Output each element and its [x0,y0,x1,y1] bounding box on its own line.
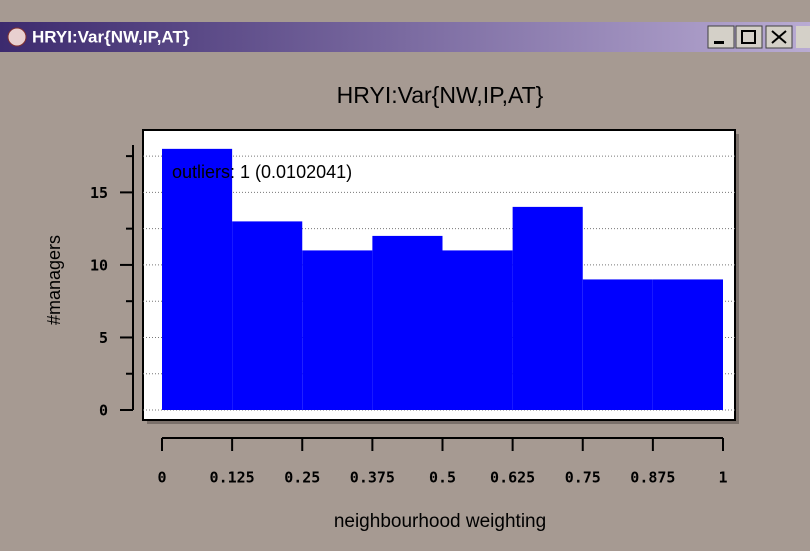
minimize-button[interactable] [707,25,735,49]
chart-title: HRYI:Var{NW,IP,AT} [337,82,544,108]
bar [652,279,723,410]
title-bar [0,22,810,52]
bar [372,235,443,410]
x-tick-label: 0.125 [210,469,255,487]
bar [582,279,653,410]
maximize-button[interactable] [735,25,763,49]
bar [302,250,373,410]
x-tick-label: 0.375 [350,469,395,487]
bar [232,221,303,410]
y-tick-label: 5 [99,329,108,347]
bar [442,250,513,410]
bar [162,148,233,410]
app-icon [7,27,27,47]
x-tick-label: 0.875 [630,469,675,487]
window-title: HRYI:Var{NW,IP,AT} [32,27,190,46]
x-tick-label: 0.5 [429,469,456,487]
y-tick-label: 10 [90,256,108,274]
x-axis-label: neighbourhood weighting [334,511,546,532]
close-button[interactable] [765,25,793,49]
x-tick-label: 0 [157,469,166,487]
x-tick-label: 0.625 [490,469,535,487]
y-tick-label: 0 [99,402,108,420]
bar [512,206,583,410]
x-tick-label: 0.25 [284,469,320,487]
y-axis-label: #managers [44,235,64,325]
annotation: outliers: 1 (0.0102041) [172,162,352,182]
x-tick-label: 1 [718,469,727,487]
x-tick-label: 0.75 [565,469,601,487]
close-button-edge [796,26,810,48]
y-tick-label: 15 [90,184,108,202]
